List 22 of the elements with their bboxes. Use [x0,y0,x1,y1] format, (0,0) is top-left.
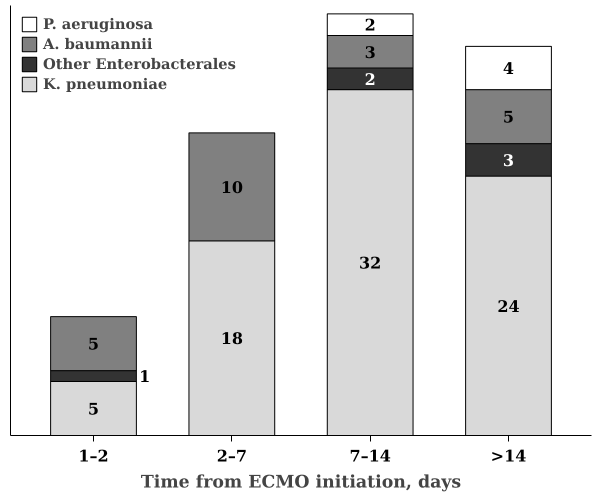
data-label: 24 [497,296,520,316]
x-tick-label: 2–7 [216,446,247,466]
x-axis-title: Time from ECMO initiation, days [140,472,462,492]
data-label: 3 [502,150,514,170]
data-label: 5 [88,399,100,418]
data-label: 10 [220,178,243,197]
data-label: 5 [502,108,514,127]
x-tick-label: 7–14 [349,446,391,466]
data-label: 3 [364,42,376,62]
legend-label: Other Enterobacterales [43,56,236,72]
data-label: 32 [359,254,382,273]
data-label: 2 [364,16,376,35]
data-label: 18 [220,329,243,348]
data-label: 2 [364,70,376,89]
data-label: 4 [502,58,514,78]
legend-label: P. aeruginosa [43,16,153,32]
legend-label: K. pneumoniae [43,76,168,92]
data-label: 1 [139,367,150,386]
x-tick-label: 1–2 [78,446,109,466]
legend-label: A. baumannii [43,36,152,52]
data-label: 5 [88,334,100,354]
x-tick-label: >14 [490,446,526,466]
